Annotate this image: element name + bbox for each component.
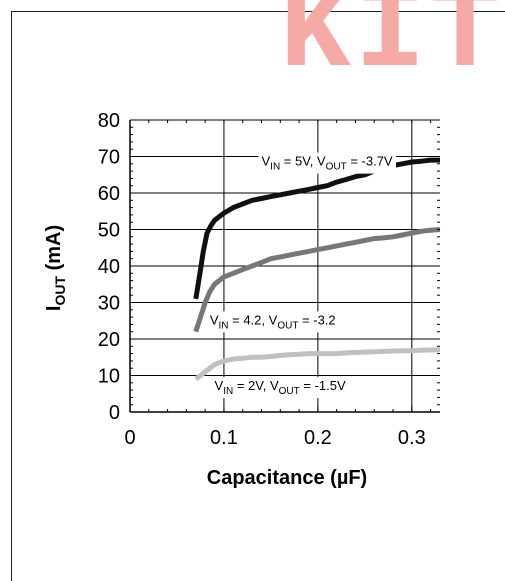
y-axis-label-main: I: [43, 306, 65, 312]
axes: 0 10 20 30 40 50 60 70 80 0 0.1 0.2 0.3: [98, 110, 440, 449]
y-axis-label: IOUT (mA): [43, 225, 68, 311]
annotations: VIN = 5V, VOUT = -3.7V VIN = 4.2, VOUT = …: [206, 152, 396, 399]
annotation-background: [258, 152, 396, 174]
y-axis-label-unit: (mA): [43, 225, 65, 276]
annotation-vin5: VIN = 5V, VOUT = -3.7V: [262, 154, 393, 173]
y-tick-label: 70: [98, 147, 120, 169]
y-tick-label: 50: [98, 220, 120, 242]
annotation-vin2: VIN = 2V, VOUT = -1.5V: [215, 378, 346, 397]
y-tick-label: 80: [98, 110, 120, 132]
y-tick-label: 20: [98, 329, 120, 351]
figure-border: [11, 11, 505, 581]
annotation-vin42: VIN = 4.2, VOUT = -3.2: [210, 312, 336, 331]
x-tick-label: 0: [124, 427, 135, 449]
series-line-2: [193, 227, 441, 333]
x-axis-label: Capacitance (µF): [207, 467, 367, 489]
y-tick-label: 40: [98, 256, 120, 278]
series-line-3: [194, 347, 440, 382]
y-tick-label: 10: [98, 366, 120, 388]
y-axis-label-subscript: OUT: [52, 276, 68, 306]
y-tick-label: 0: [109, 402, 120, 424]
watermark-logo: KIT: [280, 0, 505, 101]
annotation-background: [211, 377, 349, 399]
x-tick-label: 0.2: [304, 427, 332, 449]
x-tick-label: 0.1: [210, 427, 238, 449]
y-tick-label: 30: [98, 293, 120, 315]
annotation-background: [206, 311, 339, 333]
x-tick-label: 0.3: [398, 427, 426, 449]
y-tick-label: 60: [98, 183, 120, 205]
